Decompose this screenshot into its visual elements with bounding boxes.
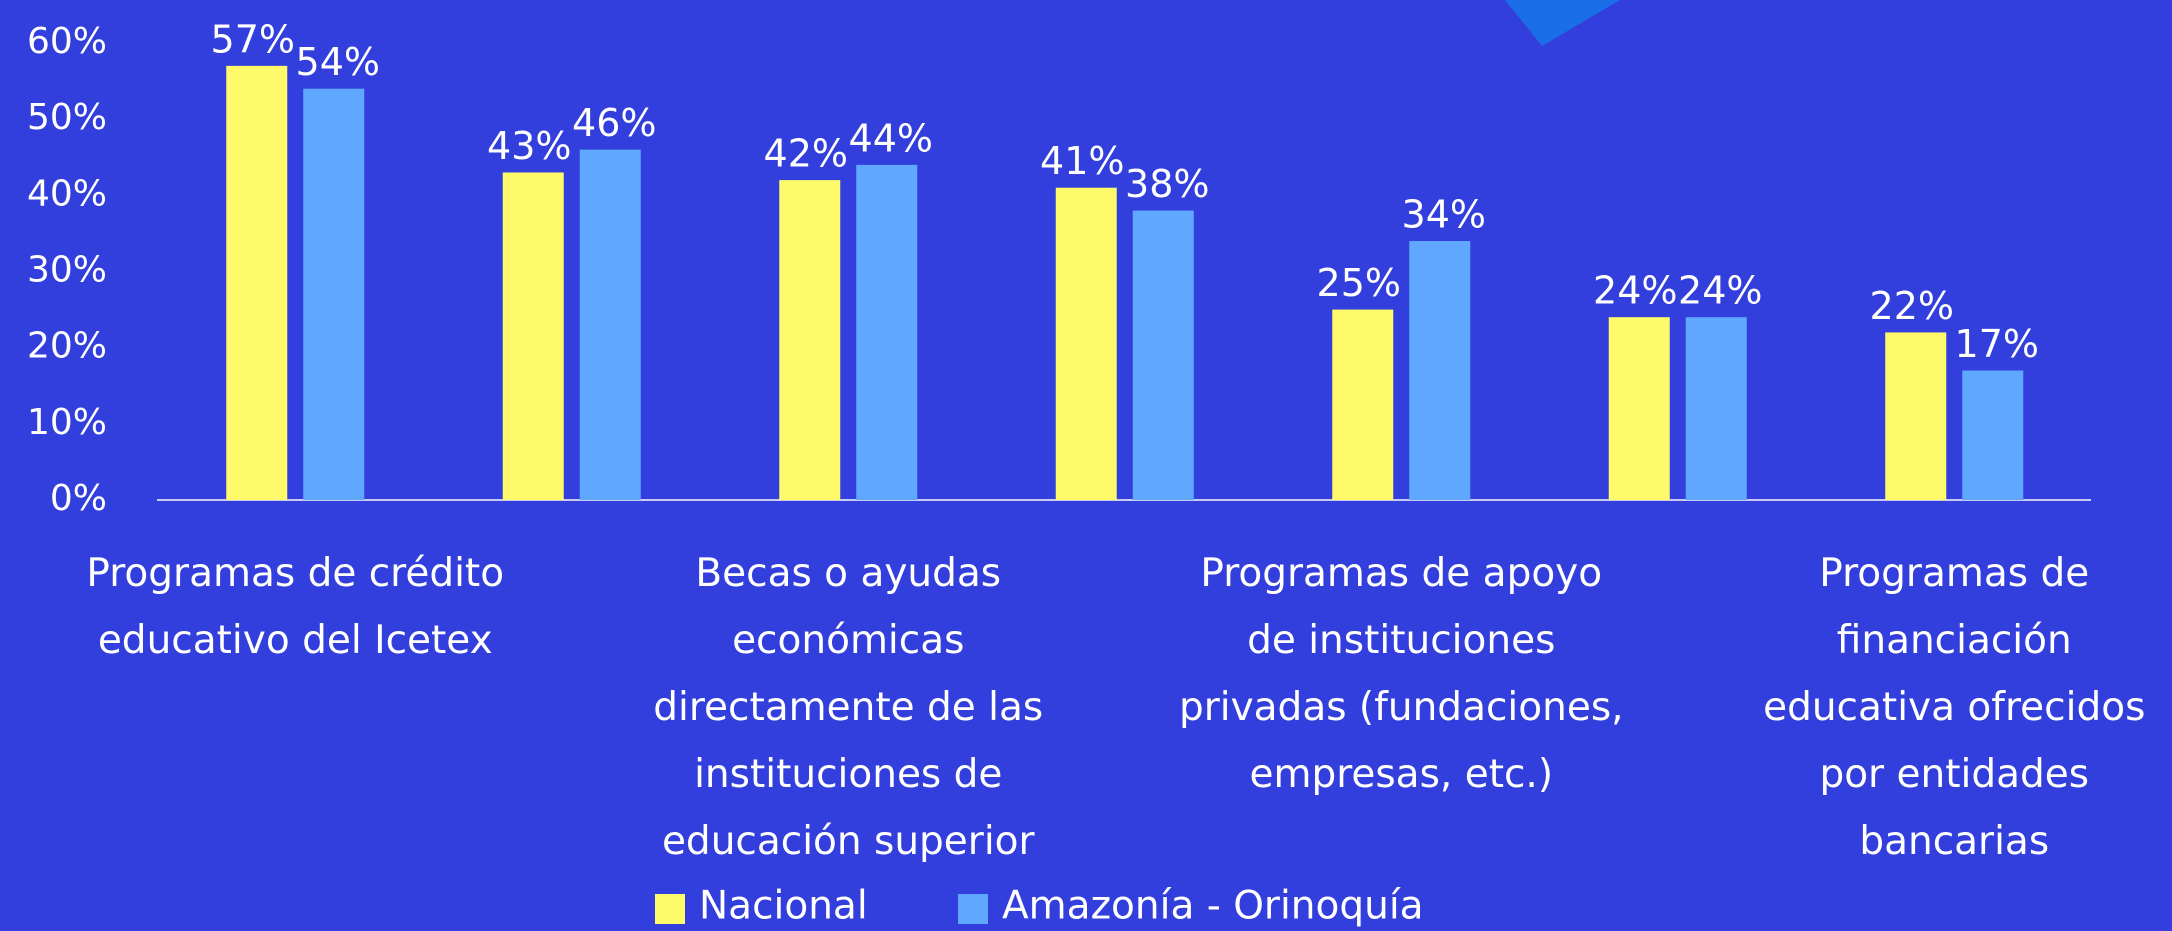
bar [1685,317,1747,500]
data-label: 54% [296,40,380,84]
data-label: 34% [1402,193,1486,237]
legend-swatch [958,894,988,924]
legend-swatch [655,894,685,924]
bar [303,88,365,500]
bar [1608,317,1670,500]
data-label: 43% [487,124,571,168]
decoration [1505,0,1620,46]
y-tick-label: 60% [27,21,107,62]
bar [1055,187,1117,500]
data-label: 22% [1870,284,1954,328]
data-label: 57% [211,17,295,61]
data-label: 41% [1040,139,1124,183]
data-label: 42% [764,132,848,176]
legend-label: Nacional [699,884,868,929]
x-tick-label: Becas o ayudas económicas directamente d… [653,551,1044,864]
x-tick-label: Programas de crédito educativo del Icete… [86,551,505,663]
data-label: 24% [1678,269,1762,313]
bar [226,65,288,500]
bar [1885,332,1947,500]
x-tick-label: Programas de apoyo de instituciones priv… [1178,551,1624,797]
data-label: 46% [572,101,656,145]
data-label: 38% [1125,162,1209,206]
bar [1962,370,2024,500]
bar [579,149,641,500]
legend-label: Amazonía - Orinoquía [1002,884,1424,929]
data-label: 25% [1317,261,1401,305]
bar [1409,241,1471,501]
y-tick-label: 50% [27,97,107,138]
data-label: 17% [1955,322,2039,366]
bar [502,172,564,500]
y-tick-label: 20% [27,326,107,367]
x-tick-label: Programas de financiación educativa ofre… [1763,551,2146,864]
y-tick-label: 40% [27,173,107,214]
bar [1132,210,1194,501]
data-label: 24% [1593,269,1677,313]
y-tick-label: 0% [50,478,107,519]
bar [856,164,918,500]
y-tick-label: 10% [27,402,107,443]
bar [1332,309,1394,500]
data-label: 44% [849,116,933,160]
bar [779,180,841,500]
y-tick-label: 30% [27,250,107,291]
